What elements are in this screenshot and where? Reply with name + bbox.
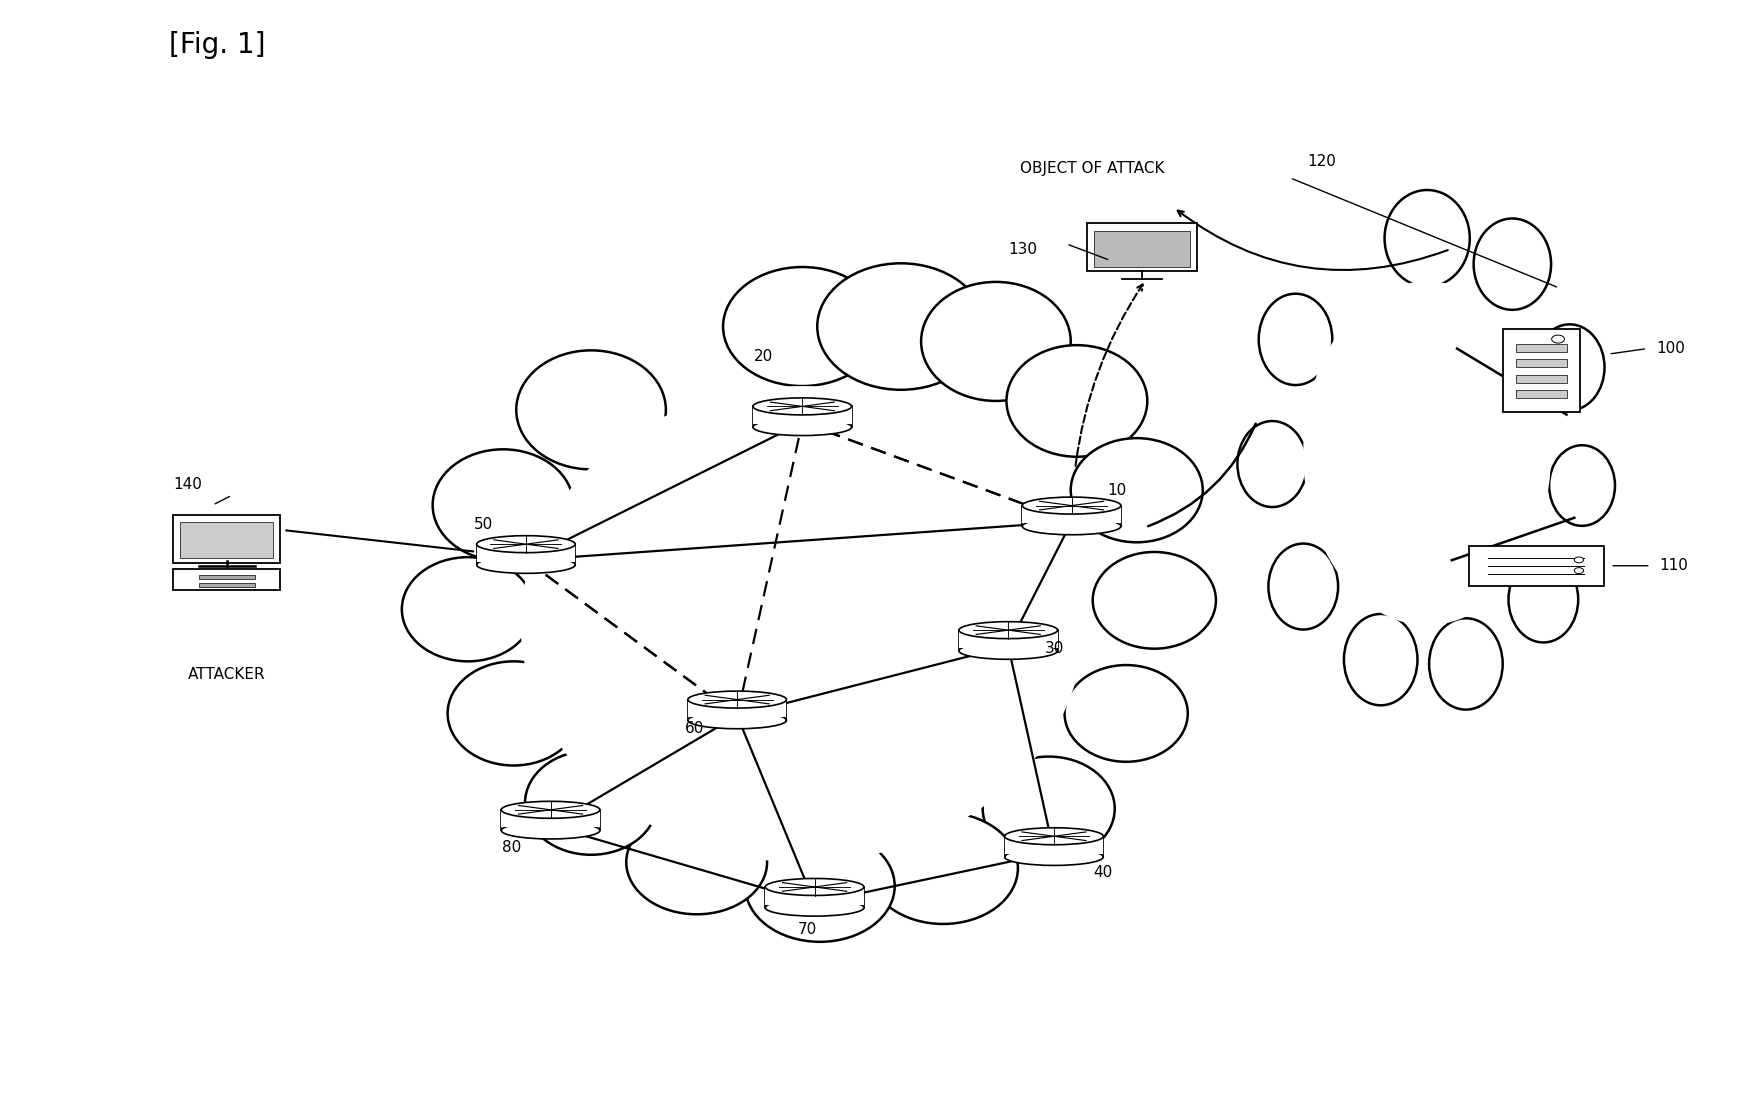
Bar	[1502, 329, 1580, 412]
Ellipse shape	[1023, 497, 1121, 514]
Bar	[180, 522, 273, 558]
Ellipse shape	[1550, 445, 1615, 526]
Ellipse shape	[1303, 282, 1551, 625]
Ellipse shape	[753, 398, 852, 414]
Ellipse shape	[1474, 219, 1551, 309]
Ellipse shape	[1007, 345, 1148, 456]
Ellipse shape	[520, 386, 1084, 862]
Text: 140: 140	[173, 476, 203, 492]
Bar	[1516, 344, 1567, 351]
Ellipse shape	[494, 364, 1111, 884]
Ellipse shape	[1268, 544, 1338, 630]
Ellipse shape	[1005, 828, 1104, 844]
Text: 40: 40	[1093, 864, 1112, 880]
Ellipse shape	[920, 282, 1070, 401]
Polygon shape	[1023, 506, 1121, 523]
Ellipse shape	[1292, 265, 1562, 641]
Ellipse shape	[476, 536, 575, 552]
Ellipse shape	[432, 450, 573, 561]
Bar	[1516, 390, 1567, 398]
Circle shape	[1574, 568, 1583, 573]
Text: 20: 20	[755, 349, 774, 364]
Polygon shape	[1005, 836, 1104, 854]
Ellipse shape	[818, 263, 984, 390]
Ellipse shape	[1023, 518, 1121, 535]
Bar	[1516, 375, 1567, 382]
Ellipse shape	[765, 899, 864, 916]
Ellipse shape	[688, 712, 786, 728]
Bar	[199, 582, 256, 588]
Ellipse shape	[402, 557, 534, 662]
Polygon shape	[476, 544, 575, 561]
Ellipse shape	[517, 350, 666, 470]
Ellipse shape	[1238, 421, 1306, 507]
Ellipse shape	[1536, 325, 1604, 410]
Ellipse shape	[869, 812, 1017, 924]
Ellipse shape	[1384, 190, 1470, 286]
Circle shape	[1574, 557, 1583, 562]
Ellipse shape	[626, 810, 767, 914]
Text: 80: 80	[502, 841, 522, 855]
Ellipse shape	[1259, 294, 1333, 385]
Ellipse shape	[688, 691, 786, 708]
Text: 120: 120	[1306, 154, 1336, 169]
Text: OBJECT OF ATTACK: OBJECT OF ATTACK	[1021, 161, 1165, 177]
Bar	[1516, 359, 1567, 367]
Ellipse shape	[959, 642, 1058, 660]
Text: 70: 70	[799, 922, 818, 937]
Ellipse shape	[1430, 619, 1502, 709]
Bar	[173, 569, 280, 590]
Ellipse shape	[1093, 552, 1216, 649]
Ellipse shape	[448, 662, 580, 766]
Ellipse shape	[1065, 665, 1188, 761]
Text: ATTACKER: ATTACKER	[189, 667, 266, 682]
Ellipse shape	[765, 878, 864, 895]
Ellipse shape	[501, 801, 599, 819]
Bar	[173, 515, 280, 564]
Ellipse shape	[746, 830, 894, 941]
Ellipse shape	[1343, 614, 1417, 705]
Bar	[1095, 231, 1190, 267]
Bar	[1088, 223, 1197, 272]
Circle shape	[1551, 335, 1564, 344]
Text: 100: 100	[1655, 341, 1685, 356]
Text: 130: 130	[1008, 242, 1037, 256]
Ellipse shape	[982, 757, 1114, 861]
Ellipse shape	[501, 822, 599, 839]
Text: 50: 50	[474, 517, 494, 533]
Bar	[1469, 546, 1604, 586]
Polygon shape	[959, 630, 1058, 648]
Bar	[199, 575, 256, 579]
Polygon shape	[501, 810, 599, 828]
Text: 30: 30	[1044, 641, 1063, 656]
Polygon shape	[688, 699, 786, 717]
Text: 110: 110	[1659, 558, 1689, 573]
Ellipse shape	[1070, 439, 1202, 543]
Ellipse shape	[753, 419, 852, 435]
Ellipse shape	[723, 267, 882, 386]
Text: 10: 10	[1107, 483, 1127, 498]
Text: 60: 60	[686, 722, 705, 736]
Ellipse shape	[1005, 849, 1104, 865]
Polygon shape	[753, 407, 852, 424]
Polygon shape	[765, 887, 864, 905]
Ellipse shape	[1509, 557, 1578, 642]
Text: [Fig. 1]: [Fig. 1]	[169, 31, 264, 60]
Ellipse shape	[525, 750, 658, 855]
Ellipse shape	[476, 556, 575, 573]
Ellipse shape	[959, 622, 1058, 639]
